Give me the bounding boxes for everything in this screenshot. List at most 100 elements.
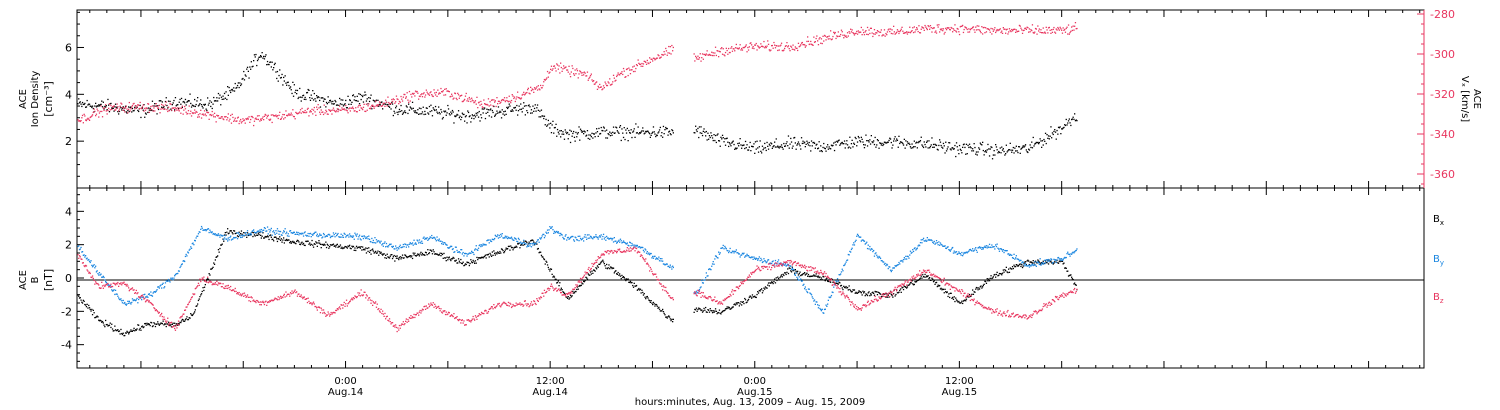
ion-density-point — [713, 134, 715, 136]
by-point — [937, 244, 939, 246]
vx-point — [236, 120, 238, 122]
bx-point — [93, 312, 95, 314]
bx-point — [420, 251, 422, 253]
bx-point — [717, 311, 719, 314]
by-point — [387, 246, 389, 248]
ion-density-point — [847, 147, 849, 149]
ion-density-point — [659, 126, 661, 129]
ion-density-point — [391, 101, 393, 103]
vx-point — [157, 107, 160, 109]
by-point — [926, 240, 928, 242]
by-point — [286, 235, 289, 237]
vx-point — [129, 110, 131, 112]
bx-point — [100, 320, 102, 322]
bx-point — [377, 250, 379, 252]
ion-density-point — [447, 108, 450, 110]
by-point — [644, 248, 646, 250]
vx-point — [711, 51, 713, 53]
bx-point — [222, 238, 224, 240]
bx-point — [1016, 264, 1018, 266]
vx-point — [1065, 27, 1067, 30]
vx-point — [896, 31, 898, 33]
bx-point — [494, 254, 496, 256]
by-point — [714, 258, 716, 260]
vx-point — [500, 99, 503, 102]
ion-density-point — [82, 103, 84, 105]
vx-point — [304, 109, 306, 112]
vx-point — [221, 116, 223, 118]
by-point — [190, 247, 193, 249]
ion-density-point — [106, 109, 108, 111]
vx-point — [114, 109, 116, 111]
ion-density-point — [670, 134, 672, 136]
bx-point — [667, 316, 669, 318]
by-point — [783, 264, 785, 266]
bx-point — [605, 267, 607, 269]
by-point — [738, 253, 740, 255]
by-point — [609, 237, 612, 239]
vx-point — [317, 104, 319, 106]
by-point — [952, 252, 955, 254]
by-point — [781, 264, 783, 266]
bx-point — [939, 284, 941, 287]
bx-point — [209, 274, 211, 276]
bx-point — [954, 300, 956, 303]
bx-point — [248, 234, 250, 236]
ion-density-point — [454, 115, 456, 117]
ion-density-point — [991, 146, 993, 149]
ion-density-point — [197, 97, 199, 99]
by-point — [432, 237, 434, 239]
by-point — [863, 240, 865, 242]
vx-point — [780, 42, 783, 44]
bx-point — [462, 261, 464, 263]
vx-point — [190, 110, 192, 112]
vx-point — [205, 115, 207, 117]
ion-density-point — [926, 140, 928, 142]
vx-point — [349, 107, 351, 109]
bx-point — [913, 283, 915, 286]
ion-density-point — [241, 78, 243, 80]
by-point — [768, 263, 770, 265]
bx-point — [879, 292, 881, 295]
vx-point — [893, 31, 895, 33]
ion-density-point — [1075, 119, 1077, 121]
by-point — [886, 263, 888, 265]
by-point — [258, 231, 260, 233]
ion-density-point — [342, 99, 344, 101]
vx-point — [974, 31, 976, 33]
bx-point — [927, 275, 929, 277]
bx-point — [861, 294, 863, 296]
by-point — [652, 257, 655, 259]
by-point — [368, 235, 370, 237]
by-point — [738, 253, 740, 255]
ion-density-point — [550, 132, 553, 134]
ion-density-point — [977, 151, 979, 153]
vx-point — [809, 43, 811, 45]
ion-density-point — [143, 104, 145, 106]
ion-density-point — [952, 148, 955, 150]
vx-point — [553, 65, 556, 67]
by-point — [627, 244, 629, 246]
ion-density-point — [1019, 152, 1021, 154]
ion-density-point — [1039, 138, 1041, 140]
by-point — [576, 239, 578, 241]
ion-density-point — [728, 145, 730, 148]
ion-density-point — [405, 112, 407, 114]
bx-point — [459, 262, 461, 264]
vx-point — [311, 108, 313, 110]
vx-point — [825, 39, 827, 41]
bx-point — [860, 292, 862, 294]
vx-point — [878, 34, 880, 37]
by-point — [194, 239, 196, 242]
ion-density-point — [321, 97, 323, 99]
bx-point — [1027, 259, 1029, 261]
vx-point — [898, 32, 900, 35]
by-point — [646, 251, 648, 253]
vx-point — [635, 67, 637, 70]
ion-density-point — [573, 136, 576, 138]
bx-point — [937, 284, 939, 286]
by-series — [77, 225, 1078, 314]
ion-density-point — [1044, 132, 1047, 134]
vx-point — [1050, 32, 1052, 34]
bx-point — [1026, 260, 1028, 262]
